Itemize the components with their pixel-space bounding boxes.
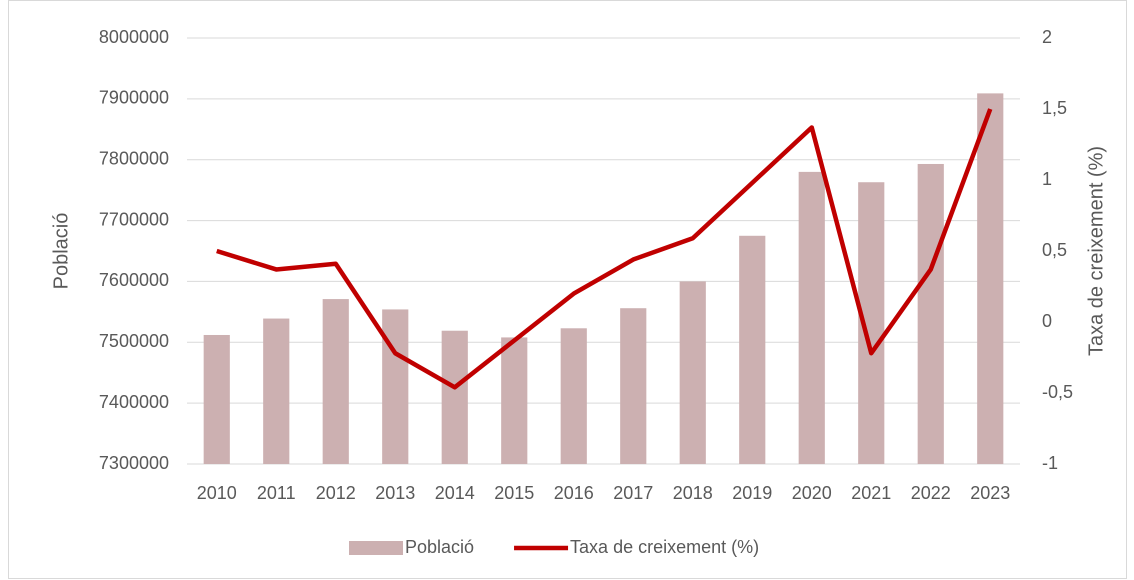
y2-tick-label: 0: [1042, 311, 1052, 331]
x-tick-label: 2012: [316, 483, 356, 503]
x-tick-label: 2015: [494, 483, 534, 503]
y-tick-label: 8000000: [99, 27, 169, 47]
y-tick-label: 7700000: [99, 209, 169, 229]
x-tick-label: 2023: [970, 483, 1010, 503]
x-tick-label: 2019: [732, 483, 772, 503]
y2-tick-label: 2: [1042, 27, 1052, 47]
bar: [917, 163, 944, 464]
y2-tick-label: -1: [1042, 453, 1058, 473]
legend-label: Taxa de creixement (%): [570, 537, 759, 557]
bar: [620, 308, 647, 464]
y2-tick-label: -0,5: [1042, 382, 1073, 402]
x-tick-label: 2014: [435, 483, 475, 503]
y2-tick-label: 1: [1042, 169, 1052, 189]
y2-tick-label: 1,5: [1042, 98, 1067, 118]
bar: [441, 330, 468, 464]
x-tick-label: 2021: [851, 483, 891, 503]
bar: [263, 318, 290, 464]
bar: [560, 328, 587, 464]
y2-tick-label: 0,5: [1042, 240, 1067, 260]
y-tick-label: 7300000: [99, 453, 169, 473]
bar: [679, 281, 706, 464]
bar: [203, 334, 230, 464]
legend-swatch: [349, 541, 403, 555]
bar: [798, 171, 825, 464]
bar: [739, 235, 766, 464]
legend-label: Població: [405, 537, 474, 557]
y-tick-label: 7400000: [99, 392, 169, 412]
x-tick-label: 2020: [792, 483, 832, 503]
x-tick-label: 2017: [613, 483, 653, 503]
y-axis-title: Població: [50, 213, 72, 290]
y-tick-label: 7500000: [99, 331, 169, 351]
y2-axis-title: Taxa de creixement (%): [1085, 146, 1107, 356]
x-tick-label: 2010: [197, 483, 237, 503]
line: [216, 108, 993, 390]
x-tick-label: 2016: [554, 483, 594, 503]
x-tick-label: 2018: [673, 483, 713, 503]
y-tick-label: 7600000: [99, 270, 169, 290]
y-tick-label: 7800000: [99, 148, 169, 168]
bar: [322, 299, 349, 464]
x-tick-label: 2022: [911, 483, 951, 503]
bar: [382, 309, 409, 464]
bar: [501, 337, 528, 464]
bar: [977, 93, 1004, 464]
y-tick-label: 7900000: [99, 88, 169, 108]
x-tick-label: 2011: [257, 483, 296, 503]
x-tick-label: 2013: [375, 483, 415, 503]
